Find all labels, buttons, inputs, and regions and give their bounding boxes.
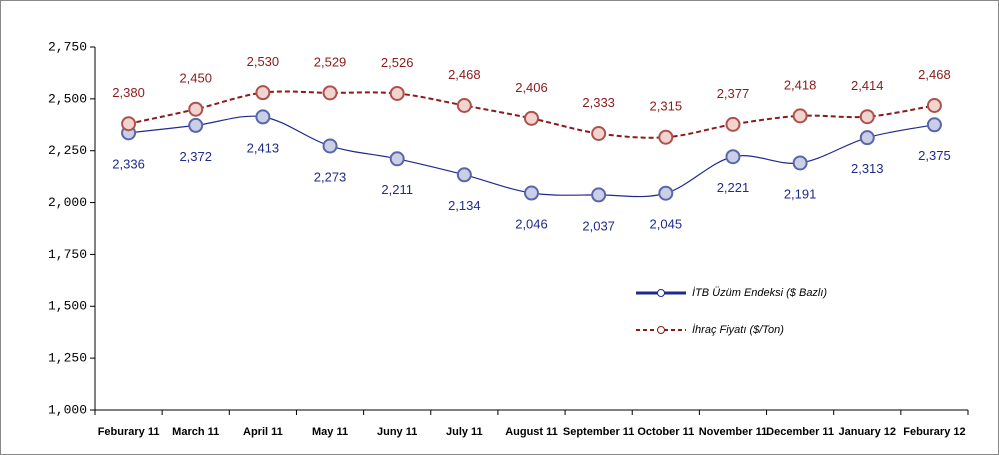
data-label: 2,406	[515, 80, 548, 95]
marker	[859, 130, 875, 146]
data-label: 2,380	[112, 85, 145, 100]
data-label: 2,333	[582, 95, 615, 110]
data-label: 2,530	[247, 54, 280, 69]
marker	[188, 101, 204, 117]
marker	[322, 138, 338, 154]
x-tick-label: April 11	[243, 426, 283, 438]
data-label: 2,450	[179, 71, 212, 86]
legend: İTB Üzüm Endeksi ($ Bazlı) İhraç Fiyatı …	[636, 287, 827, 336]
marker	[188, 117, 204, 133]
data-label: 2,221	[717, 180, 750, 195]
marker	[926, 117, 942, 133]
marker	[792, 155, 808, 171]
marker	[926, 97, 942, 113]
marker	[859, 109, 875, 125]
data-label: 2,037	[582, 218, 615, 233]
data-label: 2,315	[650, 99, 683, 114]
x-tick-label: December 11	[766, 426, 834, 438]
data-label: 2,529	[314, 54, 347, 69]
marker	[456, 167, 472, 183]
marker	[725, 149, 741, 165]
marker	[456, 97, 472, 113]
x-tick-label: Juny 11	[377, 426, 417, 438]
y-tick-label: 2,750	[48, 39, 87, 54]
data-label: 2,375	[918, 148, 951, 163]
legend-marker	[657, 289, 665, 297]
legend-label: İhraç Fiyatı ($/Ton)	[692, 324, 784, 336]
y-tick-label: 1,750	[48, 247, 87, 262]
x-tick-label: October 11	[637, 426, 694, 438]
legend-marker	[657, 326, 665, 334]
marker	[255, 85, 271, 101]
data-label: 2,046	[515, 216, 548, 231]
x-tick-label: March 11	[172, 426, 219, 438]
data-label: 2,372	[179, 149, 212, 164]
data-label: 2,414	[851, 78, 884, 93]
marker	[591, 187, 607, 203]
x-tick-label: September 11	[563, 426, 635, 438]
data-label: 2,191	[784, 186, 817, 201]
data-label: 2,273	[314, 169, 347, 184]
marker	[322, 85, 338, 101]
marker	[591, 125, 607, 141]
marker	[255, 109, 271, 125]
x-tick-label: November 11	[699, 426, 767, 438]
marker	[658, 185, 674, 201]
x-tick-label: May 11	[312, 426, 348, 438]
y-tick-label: 1,500	[48, 299, 87, 314]
legend-label: İTB Üzüm Endeksi ($ Bazlı)	[692, 287, 827, 299]
y-tick-label: 1,000	[48, 402, 87, 417]
data-label: 2,526	[381, 55, 414, 70]
data-label: 2,377	[717, 86, 750, 101]
marker	[792, 108, 808, 124]
x-tick-label: January 12	[839, 426, 896, 438]
data-label: 2,134	[448, 198, 481, 213]
x-tick-label: August 11	[505, 426, 558, 438]
y-tick-label: 2,500	[48, 91, 87, 106]
data-label: 2,336	[112, 156, 145, 171]
y-tick-label: 2,250	[48, 143, 87, 158]
x-tick-label: Feburary 12	[903, 426, 965, 438]
y-tick-label: 2,000	[48, 195, 87, 210]
marker	[524, 110, 539, 126]
data-label: 2,418	[784, 77, 817, 92]
data-label: 2,413	[247, 140, 280, 155]
marker	[121, 116, 137, 132]
marker	[389, 151, 405, 167]
data-label: 2,468	[448, 67, 481, 82]
marker	[389, 85, 405, 101]
x-tick-label: Feburary 11	[98, 426, 160, 438]
data-label: 2,313	[851, 161, 884, 176]
y-tick-label: 1,250	[48, 351, 87, 366]
x-tick-label: July 11	[446, 426, 483, 438]
data-label: 2,045	[650, 217, 683, 232]
marker	[725, 116, 741, 132]
data-label: 2,468	[918, 67, 951, 82]
marker	[658, 129, 674, 145]
data-label: 2,211	[381, 182, 413, 197]
marker	[524, 185, 539, 201]
